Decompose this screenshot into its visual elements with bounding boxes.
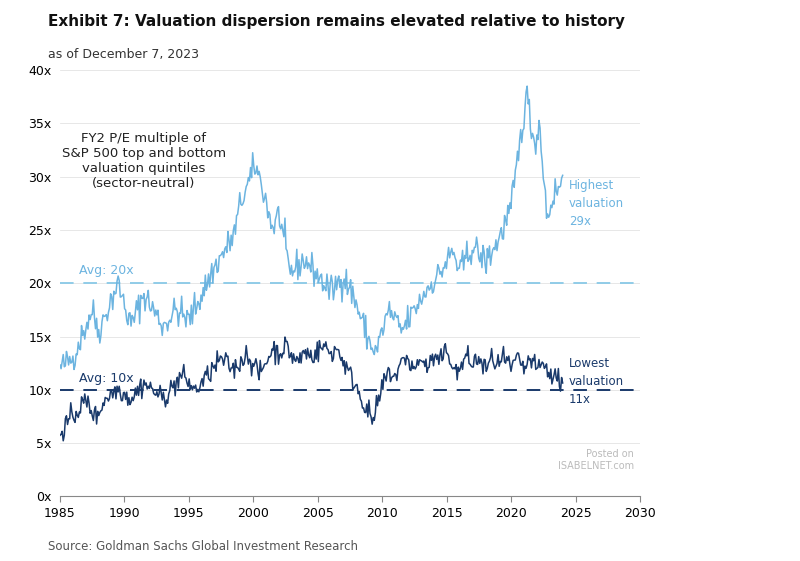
Text: Posted on
ISABELNET.com: Posted on ISABELNET.com (558, 449, 634, 471)
Text: Highest
valuation
29x: Highest valuation 29x (569, 179, 624, 228)
Text: Source: Goldman Sachs Global Investment Research: Source: Goldman Sachs Global Investment … (48, 540, 358, 553)
Text: Avg: 10x: Avg: 10x (79, 371, 134, 385)
Text: FY2 P/E multiple of
S&P 500 top and bottom
valuation quintiles
(sector-neutral): FY2 P/E multiple of S&P 500 top and bott… (62, 132, 226, 190)
Text: Avg: 20x: Avg: 20x (79, 264, 134, 277)
Text: as of December 7, 2023: as of December 7, 2023 (48, 48, 199, 61)
Text: Lowest
valuation
11x: Lowest valuation 11x (569, 357, 624, 406)
Text: Exhibit 7: Valuation dispersion remains elevated relative to history: Exhibit 7: Valuation dispersion remains … (48, 14, 625, 29)
